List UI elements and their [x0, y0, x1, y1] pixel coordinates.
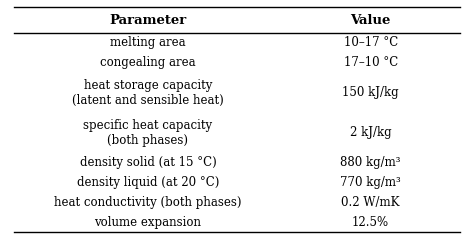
- Text: heat storage capacity
(latent and sensible heat): heat storage capacity (latent and sensib…: [72, 79, 224, 107]
- Text: specific heat capacity
(both phases): specific heat capacity (both phases): [83, 119, 212, 147]
- Text: 2 kJ/kg: 2 kJ/kg: [350, 126, 392, 139]
- Text: 880 kg/m³: 880 kg/m³: [340, 156, 401, 169]
- Text: congealing area: congealing area: [100, 56, 196, 69]
- Text: melting area: melting area: [110, 36, 186, 50]
- Text: volume expansion: volume expansion: [94, 216, 201, 229]
- Text: 0.2 W/mK: 0.2 W/mK: [341, 196, 400, 209]
- Text: 17–10 °C: 17–10 °C: [344, 56, 398, 69]
- Text: 12.5%: 12.5%: [352, 216, 389, 229]
- Text: 150 kJ/kg: 150 kJ/kg: [342, 86, 399, 99]
- Text: density liquid (at 20 °C): density liquid (at 20 °C): [77, 176, 219, 189]
- Text: density solid (at 15 °C): density solid (at 15 °C): [80, 156, 216, 169]
- Text: 770 kg/m³: 770 kg/m³: [340, 176, 401, 189]
- Text: Value: Value: [350, 14, 391, 27]
- Text: heat conductivity (both phases): heat conductivity (both phases): [54, 196, 242, 209]
- Text: 10–17 °C: 10–17 °C: [344, 36, 398, 50]
- Text: Parameter: Parameter: [109, 14, 186, 27]
